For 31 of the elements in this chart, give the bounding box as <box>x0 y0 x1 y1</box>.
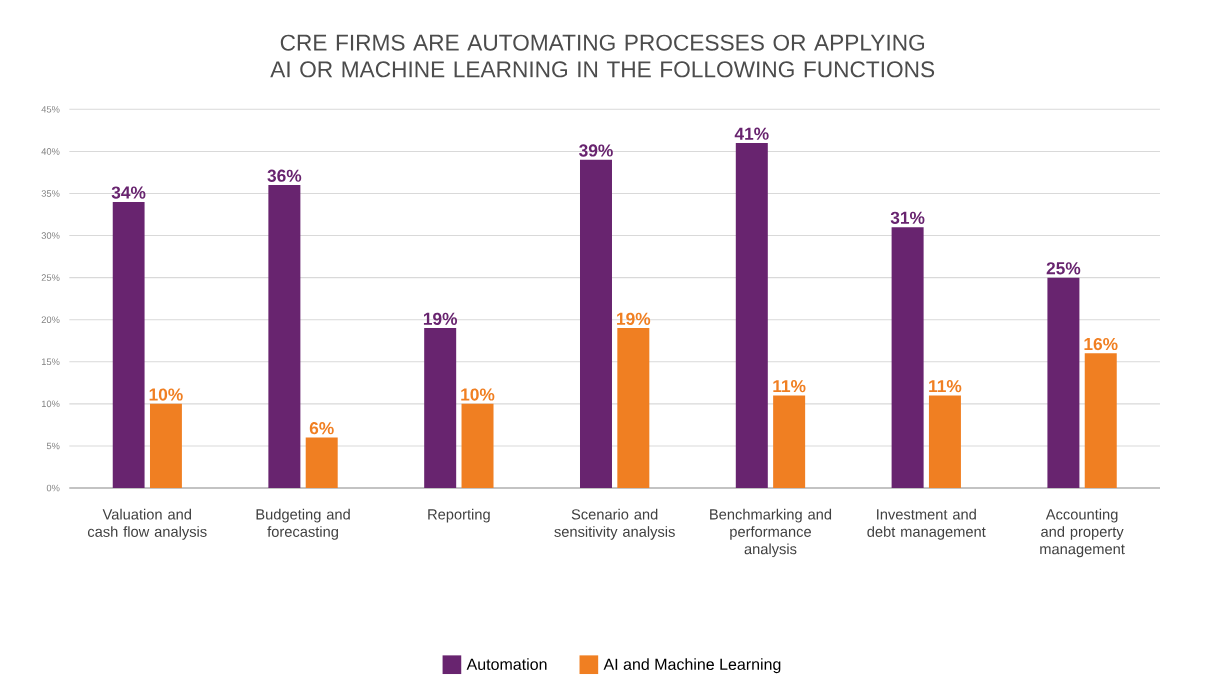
bar <box>461 403 494 488</box>
data-label: 16% <box>1084 337 1118 350</box>
bar <box>928 395 961 488</box>
bar <box>773 395 806 488</box>
bar <box>424 327 457 488</box>
data-label: 19% <box>617 312 651 325</box>
bar <box>112 201 145 488</box>
bar <box>617 327 650 488</box>
data-label: 10% <box>149 388 183 401</box>
data-label: 31% <box>890 211 925 224</box>
bar <box>268 184 301 488</box>
bar <box>1084 353 1117 488</box>
data-label: 11% <box>773 379 806 392</box>
bar <box>149 403 182 488</box>
data-label: 36% <box>267 169 302 182</box>
bar <box>735 142 768 488</box>
data-label: 41% <box>734 127 769 140</box>
data-label: 10% <box>461 388 495 401</box>
data-label: 6% <box>309 421 334 435</box>
legend-label: AI and Machine Learning <box>603 657 781 673</box>
data-label: 39% <box>579 144 613 157</box>
data-label: 11% <box>929 379 962 392</box>
legend-label: Automation <box>466 657 547 670</box>
data-label: 34% <box>111 186 146 199</box>
data-label: 19% <box>423 312 458 325</box>
bar <box>1047 277 1080 488</box>
data-label: 25% <box>1046 261 1081 275</box>
bar <box>580 159 612 488</box>
bar <box>305 437 338 488</box>
chart-title: CRE FIRMS ARE AUTOMATING PROCESSES OR APPLYING AI OR MACHINE LEARNING IN THE FOLLOWING FUNCTIONS <box>270 34 935 78</box>
bar <box>891 226 924 488</box>
